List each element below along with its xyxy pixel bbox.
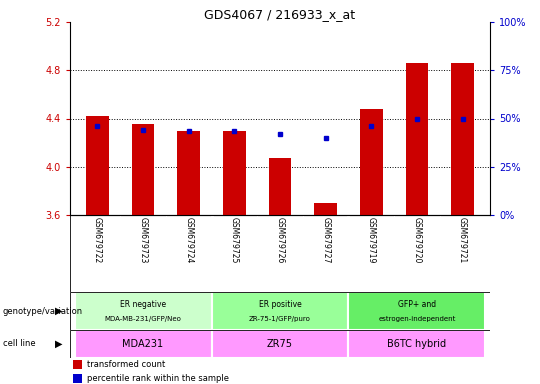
Text: GSM679720: GSM679720 bbox=[413, 217, 421, 264]
Text: GSM679723: GSM679723 bbox=[139, 217, 147, 264]
Text: ▶: ▶ bbox=[56, 306, 63, 316]
Title: GDS4067 / 216933_x_at: GDS4067 / 216933_x_at bbox=[205, 8, 355, 21]
Bar bbox=[212, 330, 348, 358]
Bar bbox=[406, 63, 428, 215]
Text: MDA231: MDA231 bbox=[123, 339, 164, 349]
Text: GSM679725: GSM679725 bbox=[230, 217, 239, 264]
Text: GFP+ and: GFP+ and bbox=[398, 300, 436, 309]
Bar bbox=[451, 63, 474, 215]
Text: ▶: ▶ bbox=[56, 339, 63, 349]
Bar bbox=[75, 330, 212, 358]
Text: cell line: cell line bbox=[3, 339, 35, 349]
Text: MDA-MB-231/GFP/Neo: MDA-MB-231/GFP/Neo bbox=[105, 316, 181, 322]
Bar bbox=[86, 116, 109, 215]
Text: ZR75: ZR75 bbox=[267, 339, 293, 349]
Bar bbox=[132, 124, 154, 215]
Bar bbox=[75, 292, 212, 330]
Bar bbox=[223, 131, 246, 215]
Text: B6TC hybrid: B6TC hybrid bbox=[387, 339, 447, 349]
Bar bbox=[212, 292, 348, 330]
Bar bbox=[177, 131, 200, 215]
Text: GSM679722: GSM679722 bbox=[93, 217, 102, 263]
Text: ER negative: ER negative bbox=[120, 300, 166, 309]
Text: genotype/variation: genotype/variation bbox=[3, 306, 83, 316]
Text: GSM679727: GSM679727 bbox=[321, 217, 330, 264]
Text: ZR-75-1/GFP/puro: ZR-75-1/GFP/puro bbox=[249, 316, 311, 322]
Bar bbox=[268, 158, 292, 215]
Bar bbox=[360, 109, 383, 215]
Text: GSM679724: GSM679724 bbox=[184, 217, 193, 264]
Text: GSM679719: GSM679719 bbox=[367, 217, 376, 264]
Text: percentile rank within the sample: percentile rank within the sample bbox=[87, 374, 229, 383]
Bar bbox=[348, 292, 485, 330]
Text: estrogen-independent: estrogen-independent bbox=[378, 316, 456, 322]
Text: ER positive: ER positive bbox=[259, 300, 301, 309]
Text: GSM679726: GSM679726 bbox=[275, 217, 285, 264]
Text: transformed count: transformed count bbox=[87, 360, 165, 369]
Text: GSM679721: GSM679721 bbox=[458, 217, 467, 263]
Bar bbox=[348, 330, 485, 358]
Bar bbox=[314, 203, 337, 215]
